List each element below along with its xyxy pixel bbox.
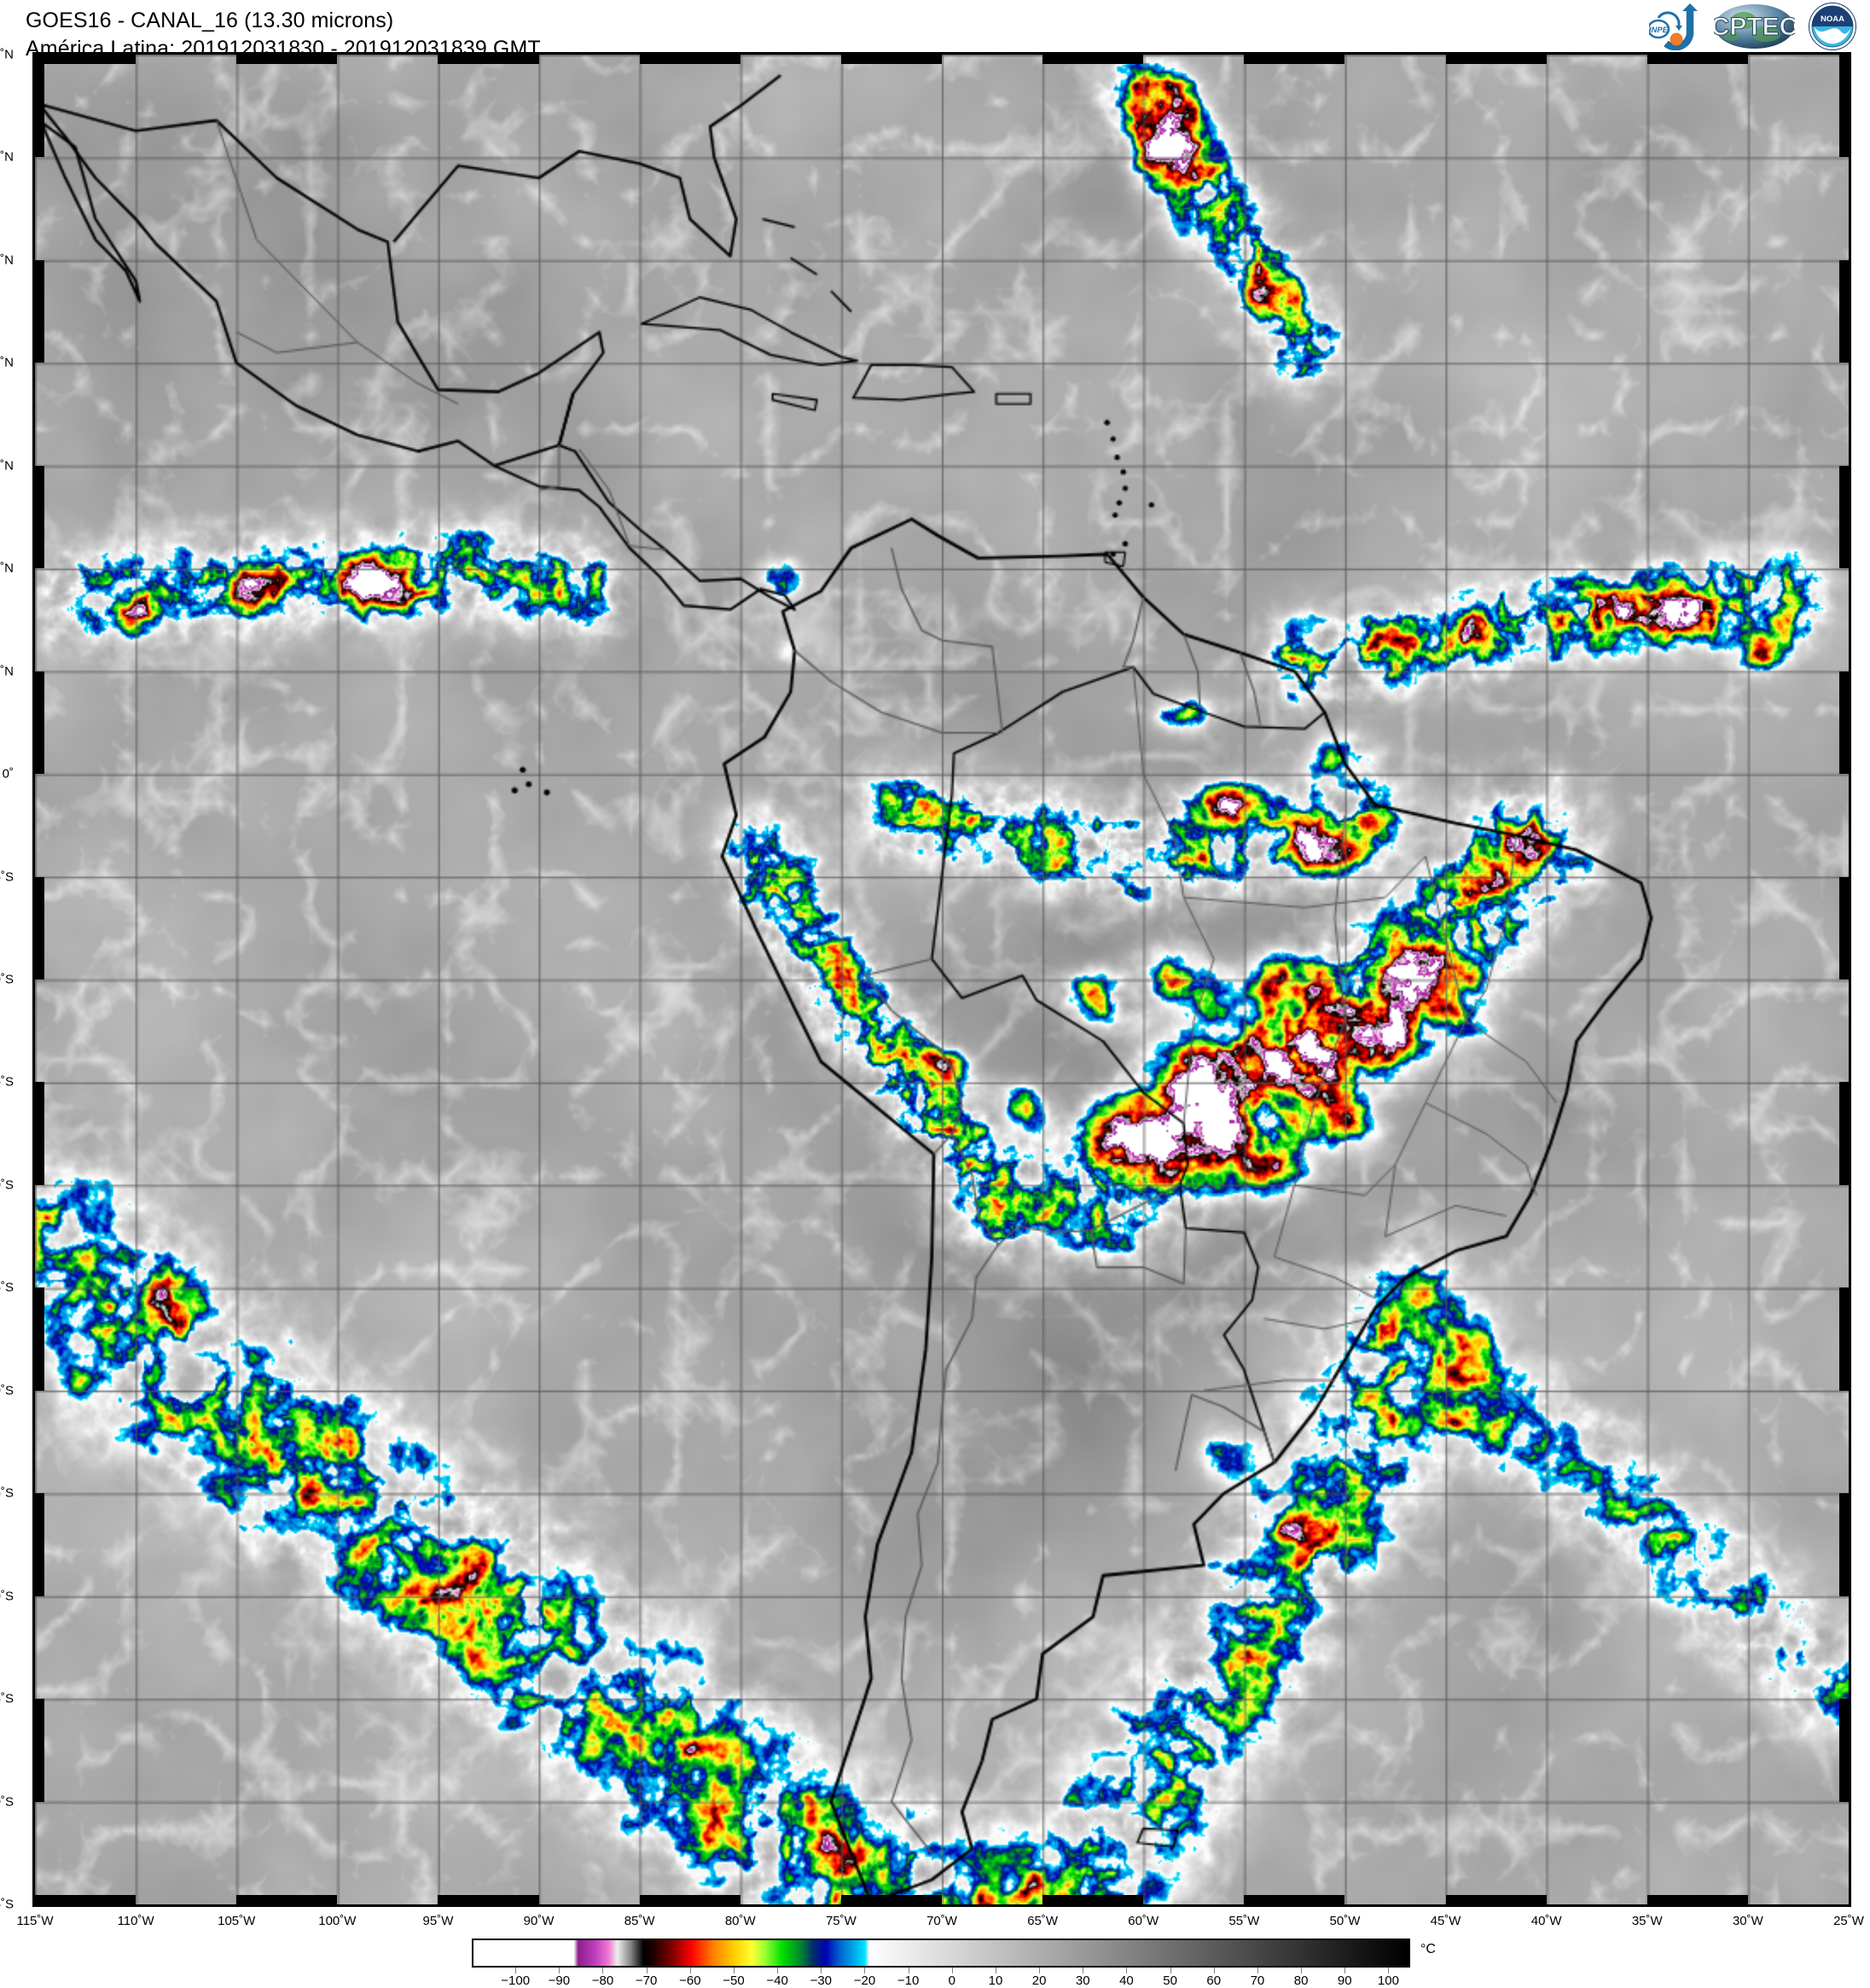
colorbar-tick — [1213, 1968, 1215, 1973]
colorbar-unit-label: °C — [1420, 1942, 1436, 1956]
longitude-label: 45˚W — [1430, 1914, 1461, 1928]
longitude-label: 40˚W — [1530, 1914, 1562, 1928]
colorbar-tick-label: 10 — [988, 1973, 1003, 1988]
colorbar-tick-label: −50 — [723, 1973, 745, 1988]
colorbar-tick-label: 60 — [1206, 1973, 1222, 1988]
longitude-label: 75˚W — [825, 1914, 857, 1928]
latitude-label: 30˚S — [0, 1383, 14, 1398]
longitude-label: 55˚W — [1228, 1914, 1260, 1928]
latitude-label: 0˚ — [2, 766, 14, 782]
longitude-label: 50˚W — [1329, 1914, 1361, 1928]
colorbar-tick-label: 100 — [1377, 1973, 1399, 1988]
colorbar-tick-label: 30 — [1075, 1973, 1090, 1988]
latitude-label: 15˚N — [0, 458, 14, 474]
colorbar-tick — [646, 1968, 648, 1973]
longitude-label: 30˚W — [1732, 1914, 1763, 1928]
longitude-label: 25˚W — [1833, 1914, 1864, 1928]
colorbar-tick — [1126, 1968, 1128, 1973]
colorbar-tick-label: 80 — [1293, 1973, 1309, 1988]
colorbar-tick-label: 70 — [1250, 1973, 1265, 1988]
latitude-label: 40˚S — [0, 1589, 14, 1604]
colorbar-tick — [777, 1968, 779, 1973]
longitude-label: 70˚W — [926, 1914, 957, 1928]
svg-text:NOAA: NOAA — [1821, 15, 1844, 24]
colorbar-tick — [559, 1968, 560, 1973]
latitude-label: 15˚S — [0, 1074, 14, 1090]
colorbar-canvas — [473, 1940, 1408, 1966]
colorbar-tick — [1301, 1968, 1303, 1973]
colorbar-tick-label: −20 — [853, 1973, 876, 1988]
longitude-label: 35˚W — [1631, 1914, 1663, 1928]
colorbar-tick-label: −100 — [501, 1973, 531, 1988]
colorbar-tick-label: 0 — [948, 1973, 955, 1988]
svg-text:CPTEC: CPTEC — [1714, 13, 1795, 41]
longitude-tick-band-bottom — [35, 1895, 1849, 1904]
latitude-label: 55˚S — [0, 1897, 14, 1912]
colorbar-tick — [689, 1968, 691, 1973]
latitude-label: 10˚N — [0, 561, 14, 576]
longitude-label: 95˚W — [422, 1914, 454, 1928]
longitude-label: 110˚W — [117, 1914, 154, 1928]
longitude-label: 60˚W — [1128, 1914, 1159, 1928]
satellite-map[interactable] — [32, 52, 1851, 1907]
latitude-label: 10˚S — [0, 972, 14, 987]
colorbar-tick — [1170, 1968, 1171, 1973]
latitude-tick-band-left — [35, 55, 44, 1904]
colorbar-tick — [821, 1968, 822, 1973]
longitude-label: 80˚W — [724, 1914, 756, 1928]
colorbar-tick-label: 40 — [1119, 1973, 1134, 1988]
colorbar-tick — [733, 1968, 735, 1973]
longitude-label: 115˚W — [16, 1914, 54, 1928]
latitude-label: 20˚S — [0, 1177, 14, 1193]
longitude-label: 100˚W — [318, 1914, 357, 1928]
latitude-label: 35˚N — [0, 47, 14, 62]
inpe-logo: INPE — [1649, 3, 1698, 50]
colorbar-tick — [515, 1968, 517, 1973]
colorbar-gradient — [472, 1939, 1410, 1968]
cptec-logo: CPTEC — [1714, 4, 1795, 49]
colorbar-tick-label: −40 — [766, 1973, 788, 1988]
longitude-label: 65˚W — [1027, 1914, 1059, 1928]
noaa-logo: NOAA — [1809, 3, 1856, 50]
colorbar-tick — [951, 1968, 953, 1973]
colorbar-tick — [602, 1968, 604, 1973]
logo-group: INPE CPTEC NOAA — [1649, 2, 1856, 51]
latitude-label: 30˚N — [0, 149, 14, 165]
colorbar-tick-label: −80 — [591, 1973, 614, 1988]
latitude-label: 20˚N — [0, 355, 14, 370]
colorbar-tick-label: −10 — [897, 1973, 920, 1988]
latitude-tick-band-right — [1839, 55, 1849, 1904]
longitude-label: 90˚W — [523, 1914, 555, 1928]
longitude-label: 105˚W — [218, 1914, 256, 1928]
colorbar-tick-label: 90 — [1337, 1973, 1352, 1988]
latitude-label: 5˚S — [0, 869, 14, 885]
satellite-imagery-canvas — [35, 55, 1849, 1904]
colorbar-tick-label: −90 — [548, 1973, 571, 1988]
colorbar: −100 −90 −80 −70 −60 −50 −40 −30 −20 −10 0 10 20 30 40… — [0, 1939, 1870, 1988]
latitude-label: 25˚S — [0, 1280, 14, 1295]
colorbar-tick-label: 50 — [1163, 1973, 1177, 1988]
longitude-tick-band-top — [35, 55, 1849, 64]
colorbar-tick — [1388, 1968, 1390, 1973]
colorbar-tick-label: 20 — [1031, 1973, 1047, 1988]
longitude-label: 85˚W — [624, 1914, 655, 1928]
colorbar-tick — [1039, 1968, 1041, 1973]
latitude-label: 50˚S — [0, 1794, 14, 1810]
latitude-label: 25˚N — [0, 253, 14, 268]
colorbar-tick-label: −60 — [679, 1973, 701, 1988]
colorbar-tick — [864, 1968, 866, 1973]
svg-text:INPE: INPE — [1649, 26, 1669, 35]
colorbar-tick — [1257, 1968, 1258, 1973]
latitude-label: 5˚N — [0, 664, 14, 679]
colorbar-tick-label: −70 — [635, 1973, 658, 1988]
colorbar-ticks: −100 −90 −80 −70 −60 −50 −40 −30 −20 −10 0 10 20 30 40… — [472, 1968, 1410, 1988]
colorbar-tick — [1344, 1968, 1346, 1973]
header: GOES16 - CANAL_16 (13.30 microns) Améric… — [0, 0, 1870, 61]
product-title: GOES16 - CANAL_16 (13.30 microns) — [26, 9, 394, 32]
latitude-label: 35˚S — [0, 1485, 14, 1501]
colorbar-tick-label: −30 — [810, 1973, 833, 1988]
latitude-label: 45˚S — [0, 1691, 14, 1706]
